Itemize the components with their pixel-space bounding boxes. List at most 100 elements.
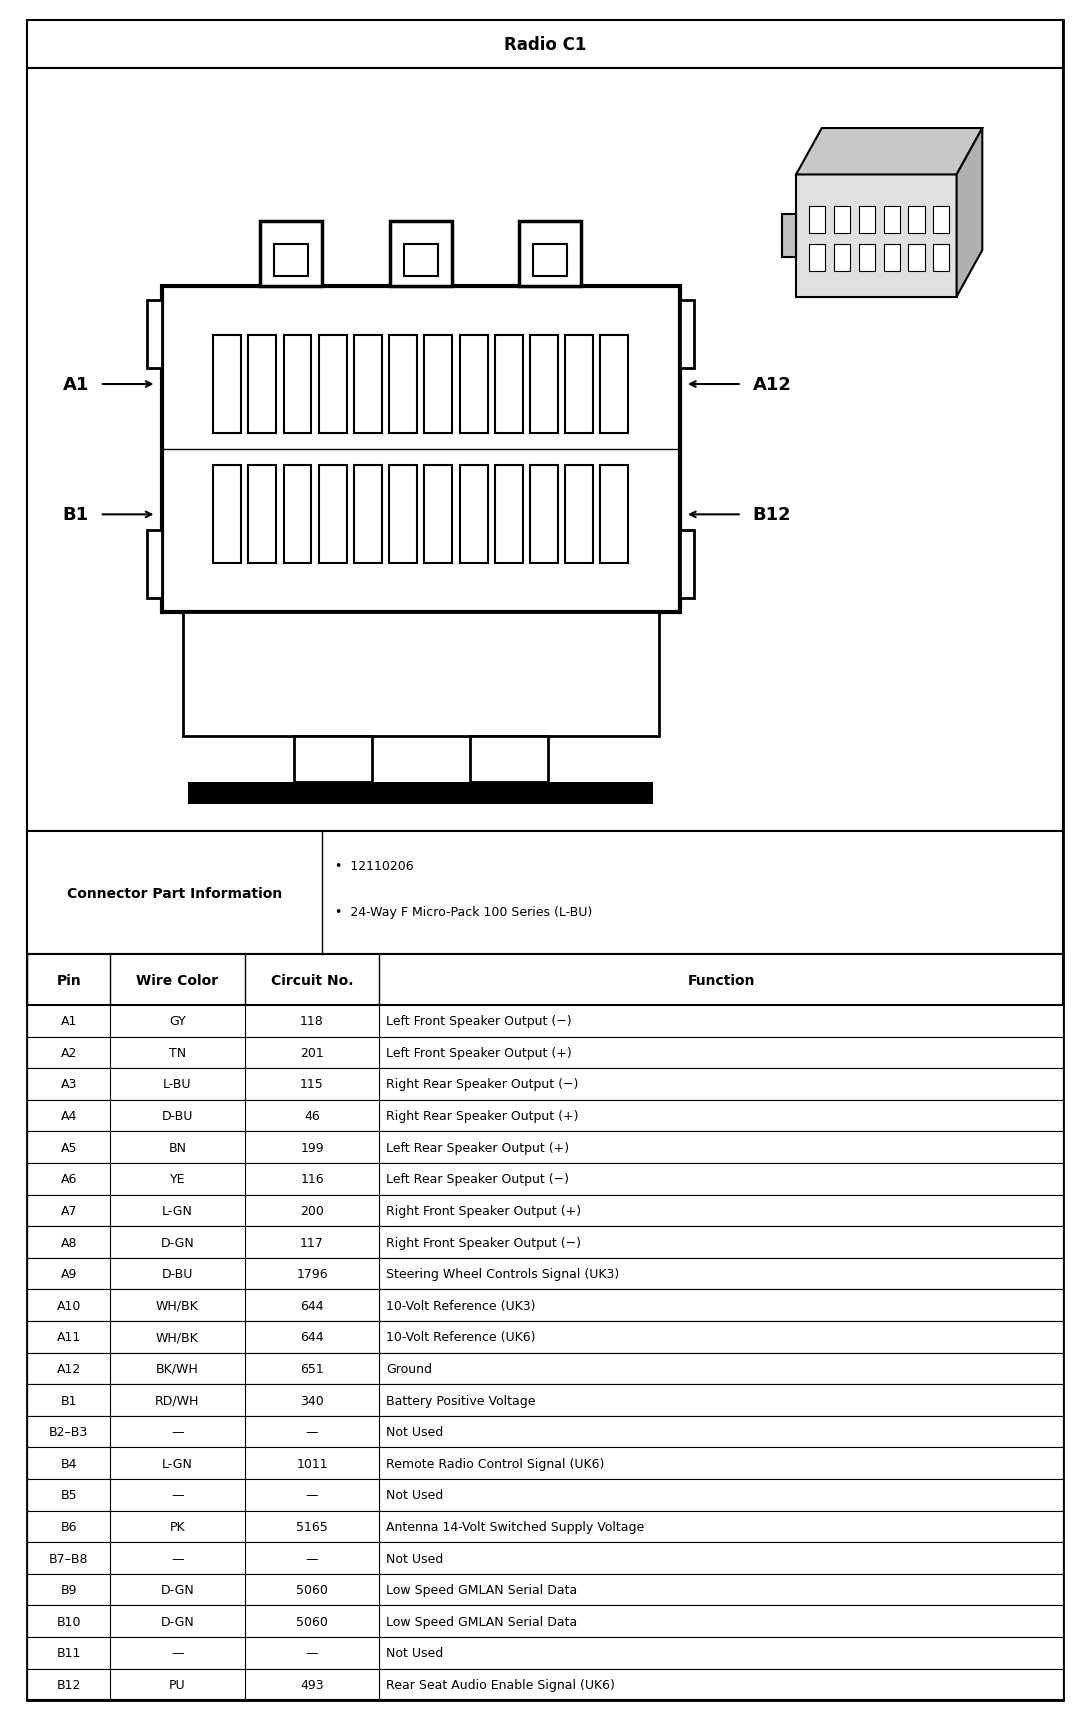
Text: Circuit No.: Circuit No. <box>270 974 353 987</box>
Text: D-GN: D-GN <box>160 1236 194 1250</box>
Text: 1796: 1796 <box>296 1267 328 1280</box>
Bar <box>27 1289 1063 1321</box>
Text: —: — <box>306 1551 318 1565</box>
Bar <box>884 245 899 273</box>
Bar <box>782 214 796 257</box>
Bar <box>680 300 694 369</box>
Text: Not Used: Not Used <box>386 1488 444 1501</box>
Text: 10-Volt Reference (UK3): 10-Volt Reference (UK3) <box>386 1299 535 1311</box>
Bar <box>859 207 875 233</box>
Bar <box>183 614 659 737</box>
Bar <box>933 207 949 233</box>
Bar <box>809 245 825 273</box>
Bar <box>680 531 694 600</box>
Text: B12: B12 <box>752 506 791 524</box>
Text: A1: A1 <box>62 375 89 394</box>
Text: —: — <box>171 1488 183 1501</box>
Bar <box>834 245 850 273</box>
Text: L-BU: L-BU <box>164 1078 192 1090</box>
Bar <box>27 1227 1063 1258</box>
Bar <box>389 336 417 434</box>
Text: 644: 644 <box>300 1330 324 1344</box>
Bar <box>27 1321 1063 1352</box>
Text: Left Front Speaker Output (−): Left Front Speaker Output (−) <box>386 1015 571 1028</box>
Bar <box>318 466 347 564</box>
Bar <box>27 1006 1063 1037</box>
Text: 1011: 1011 <box>296 1457 328 1471</box>
Bar <box>809 207 825 233</box>
Text: L-GN: L-GN <box>162 1457 193 1471</box>
Text: 651: 651 <box>300 1363 324 1375</box>
Bar <box>460 336 487 434</box>
Bar <box>27 1258 1063 1289</box>
Text: B1: B1 <box>60 1393 77 1407</box>
Bar <box>27 1510 1063 1543</box>
Bar <box>460 466 487 564</box>
Text: Left Rear Speaker Output (+): Left Rear Speaker Output (+) <box>386 1142 569 1154</box>
Bar <box>27 1573 1063 1606</box>
Text: Low Speed GMLAN Serial Data: Low Speed GMLAN Serial Data <box>386 1615 577 1628</box>
Text: Steering Wheel Controls Signal (UK3): Steering Wheel Controls Signal (UK3) <box>386 1267 619 1280</box>
Bar <box>27 1131 1063 1164</box>
Bar <box>27 1068 1063 1100</box>
Polygon shape <box>796 129 982 175</box>
Text: Pin: Pin <box>57 974 81 987</box>
Text: PU: PU <box>169 1678 185 1692</box>
Text: 340: 340 <box>300 1393 324 1407</box>
Text: 116: 116 <box>300 1172 324 1186</box>
Bar <box>27 1195 1063 1227</box>
Bar <box>283 336 312 434</box>
Bar <box>27 1637 1063 1669</box>
Bar <box>859 245 875 273</box>
Bar <box>424 466 452 564</box>
Text: D-BU: D-BU <box>161 1267 193 1280</box>
Bar <box>601 336 628 434</box>
Text: Not Used: Not Used <box>386 1647 444 1659</box>
Text: 199: 199 <box>300 1142 324 1154</box>
Bar <box>519 221 581 286</box>
Bar <box>389 466 417 564</box>
Text: B7–B8: B7–B8 <box>49 1551 88 1565</box>
Text: TN: TN <box>169 1046 186 1059</box>
Bar <box>566 466 593 564</box>
Text: Right Front Speaker Output (+): Right Front Speaker Output (+) <box>386 1205 581 1217</box>
Bar <box>318 336 347 434</box>
Bar <box>403 245 438 278</box>
Text: WH/BK: WH/BK <box>156 1330 198 1344</box>
Text: 644: 644 <box>300 1299 324 1311</box>
Text: A6: A6 <box>60 1172 77 1186</box>
Bar <box>275 245 308 278</box>
Bar <box>27 69 1063 831</box>
Bar <box>27 1037 1063 1068</box>
Text: A9: A9 <box>60 1267 77 1280</box>
Bar <box>162 286 680 614</box>
Bar <box>834 207 850 233</box>
Text: BK/WH: BK/WH <box>156 1363 198 1375</box>
Text: D-GN: D-GN <box>160 1584 194 1596</box>
Bar <box>470 737 547 782</box>
Text: Function: Function <box>688 974 754 987</box>
Text: —: — <box>171 1647 183 1659</box>
Text: Right Front Speaker Output (−): Right Front Speaker Output (−) <box>386 1236 581 1250</box>
Text: 46: 46 <box>304 1109 319 1123</box>
Text: GY: GY <box>169 1015 185 1028</box>
Text: 10-Volt Reference (UK6): 10-Volt Reference (UK6) <box>386 1330 535 1344</box>
Bar <box>27 1669 1063 1700</box>
Bar <box>283 466 312 564</box>
Text: —: — <box>306 1426 318 1438</box>
Bar <box>908 245 924 273</box>
Text: B9: B9 <box>60 1584 77 1596</box>
Text: Remote Radio Control Signal (UK6): Remote Radio Control Signal (UK6) <box>386 1457 604 1471</box>
Bar <box>27 1164 1063 1195</box>
Text: Not Used: Not Used <box>386 1551 444 1565</box>
Bar <box>884 207 899 233</box>
Bar <box>530 336 558 434</box>
Text: Right Rear Speaker Output (−): Right Rear Speaker Output (−) <box>386 1078 578 1090</box>
Text: A1: A1 <box>60 1015 77 1028</box>
Bar <box>933 245 949 273</box>
Bar <box>27 955 1063 1006</box>
Text: A3: A3 <box>60 1078 77 1090</box>
Bar <box>27 1100 1063 1131</box>
Text: •  24-Way F Micro-Pack 100 Series (L-BU): • 24-Way F Micro-Pack 100 Series (L-BU) <box>336 905 593 919</box>
Text: Wire Color: Wire Color <box>136 974 218 987</box>
